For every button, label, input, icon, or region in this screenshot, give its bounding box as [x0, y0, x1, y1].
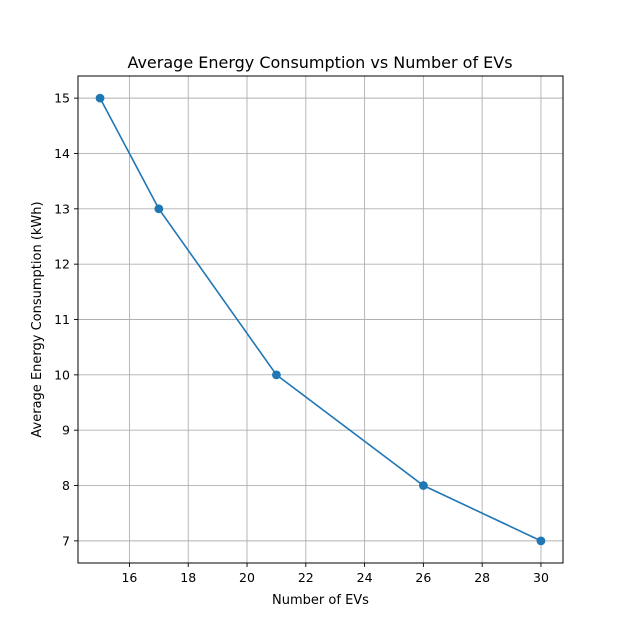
- data-series: [95, 93, 546, 546]
- y-tick-label: 10: [54, 367, 70, 382]
- chart-title: Average Energy Consumption vs Number of …: [127, 53, 512, 72]
- y-tick-label: 12: [54, 257, 70, 272]
- data-point: [95, 93, 105, 103]
- data-point: [536, 536, 546, 546]
- x-tick-label: 24: [357, 570, 373, 585]
- x-tick-label: 18: [180, 570, 196, 585]
- x-tick-label: 26: [415, 570, 431, 585]
- axis-ticks: 16 18 20 22 24 26 28 30 7 8 9 10 11 12 13 14 15: [54, 91, 549, 585]
- y-tick-label: 9: [62, 423, 70, 438]
- data-point: [154, 204, 164, 214]
- x-tick-label: 22: [298, 570, 314, 585]
- y-axis-label: Average Energy Consumption (kWh): [30, 201, 45, 437]
- x-tick-label: 16: [121, 570, 137, 585]
- data-point: [418, 481, 428, 490]
- y-tick-label: 8: [62, 478, 70, 493]
- x-axis-label: Number of EVs: [272, 593, 369, 608]
- x-tick-label: 28: [474, 570, 490, 585]
- data-point: [272, 370, 281, 380]
- y-tick-label: 15: [54, 91, 70, 106]
- x-tick-label: 20: [239, 570, 255, 585]
- grid-lines: [78, 76, 563, 563]
- y-tick-label: 13: [54, 201, 70, 216]
- y-tick-label: 7: [62, 533, 70, 548]
- plot-frame: [77, 75, 564, 564]
- y-tick-label: 14: [54, 146, 70, 161]
- y-tick-label: 11: [54, 312, 70, 327]
- x-tick-label: 30: [533, 570, 549, 585]
